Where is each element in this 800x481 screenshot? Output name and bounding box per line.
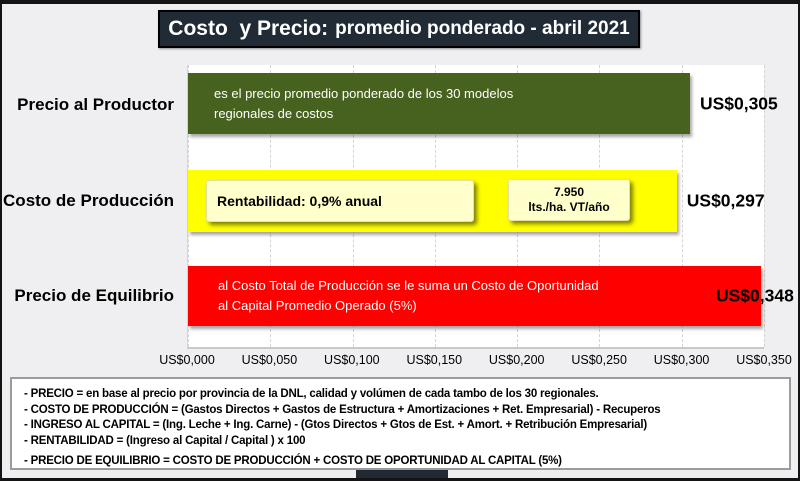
x-tick-label: US$0,300 [653, 353, 710, 367]
gridline [681, 65, 683, 347]
x-tick-label: US$0,200 [488, 353, 545, 367]
bar-row-precio-al-productor: es el precio promedio ponderado de los 3… [188, 73, 778, 134]
chart-title-main: Costo y Precio: [168, 17, 329, 40]
footnote-line: - INGRESO AL CAPITAL = (Ing. Leche + Ing… [24, 419, 647, 431]
x-axis: US$0,000 US$0,050 US$0,100 US$0,150 US$0,200… [159, 353, 792, 371]
x-tick-label: US$0,250 [571, 353, 627, 367]
chart-title-sub: promedio ponderado - abril 2021 [335, 18, 630, 39]
x-tick-label: US$0,150 [406, 353, 463, 367]
gridline [764, 65, 765, 347]
x-tick-label: US$0,100 [324, 353, 380, 367]
footnotes-box: - PRECIO = en base al precio por provinc… [10, 377, 791, 470]
value-label-precio-de-equilibrio: US$0,348 [716, 285, 794, 306]
x-tick-label: US$0,000 [159, 353, 215, 367]
category-label-costo-de-produccion: Costo de Producción [3, 191, 174, 210]
footnote-line: - PRECIO DE EQUILIBRIO = COSTO DE PRODUC… [24, 455, 562, 467]
plot-area: es el precio promedio ponderado de los 3… [187, 65, 794, 349]
value-label-precio-al-productor: US$0,305 [699, 93, 778, 113]
bar-precio-de-equilibrio: al Costo Total de Producción se le suma … [188, 266, 761, 326]
footnote-line: - COSTO DE PRODUCCIÓN = (Gastos Directos… [24, 403, 661, 416]
footnote-line: - PRECIO = en base al precio por provinc… [24, 388, 599, 400]
x-tick-label: US$0,050 [241, 353, 298, 367]
rentabilidad-callout-box: Rentabilidad: 0,9% anual [206, 180, 474, 222]
x-tick-label: US$0,350 [736, 353, 792, 367]
bar-row-costo-de-produccion: Rentabilidad: 0,9% anual 7.950 lts./ha. … [188, 170, 765, 232]
bar-costo-de-produccion: Rentabilidad: 0,9% anual 7.950 lts./ha. … [188, 170, 677, 232]
category-label-precio-al-productor: Precio al Productor [17, 95, 174, 114]
bar-annotation-precio-de-equilibrio: al Costo Total de Producción se le suma … [218, 278, 599, 313]
category-label-precio-de-equilibrio: Precio de Equilibrio [14, 286, 174, 305]
bottom-notch [356, 470, 448, 478]
bar-annotation-precio-al-productor: es el precio promedio ponderado de los 3… [214, 85, 514, 121]
bar-row-precio-de-equilibrio: al Costo Total de Producción se le suma … [188, 266, 794, 326]
footnote-line: - RENTABILIDAD = (Ingreso al Capital / C… [24, 434, 306, 447]
value-label-costo-de-produccion: US$0,297 [686, 190, 765, 211]
litros-por-hectarea-callout-box: 7.950 lts./ha. VT/año [508, 179, 630, 221]
chart-title: Costo y Precio: promedio ponderado - abr… [158, 10, 640, 48]
bar-precio-al-productor: es el precio promedio ponderado de los 3… [188, 73, 690, 134]
